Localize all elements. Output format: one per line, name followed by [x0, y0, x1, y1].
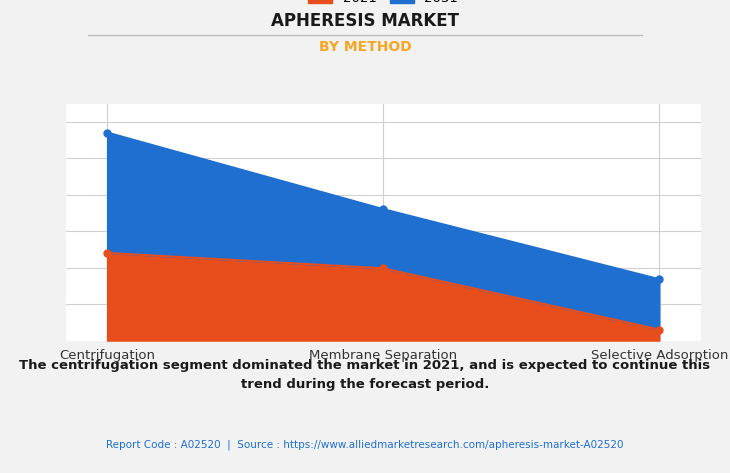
Text: BY METHOD: BY METHOD	[318, 40, 412, 54]
Text: APHERESIS MARKET: APHERESIS MARKET	[271, 12, 459, 30]
Text: Report Code : A02520  |  Source : https://www.alliedmarketresearch.com/apheresis: Report Code : A02520 | Source : https://…	[107, 440, 623, 450]
Text: The centrifugation segment dominated the market in 2021, and is expected to cont: The centrifugation segment dominated the…	[20, 359, 710, 392]
Legend: 2021, 2031: 2021, 2031	[304, 0, 462, 9]
